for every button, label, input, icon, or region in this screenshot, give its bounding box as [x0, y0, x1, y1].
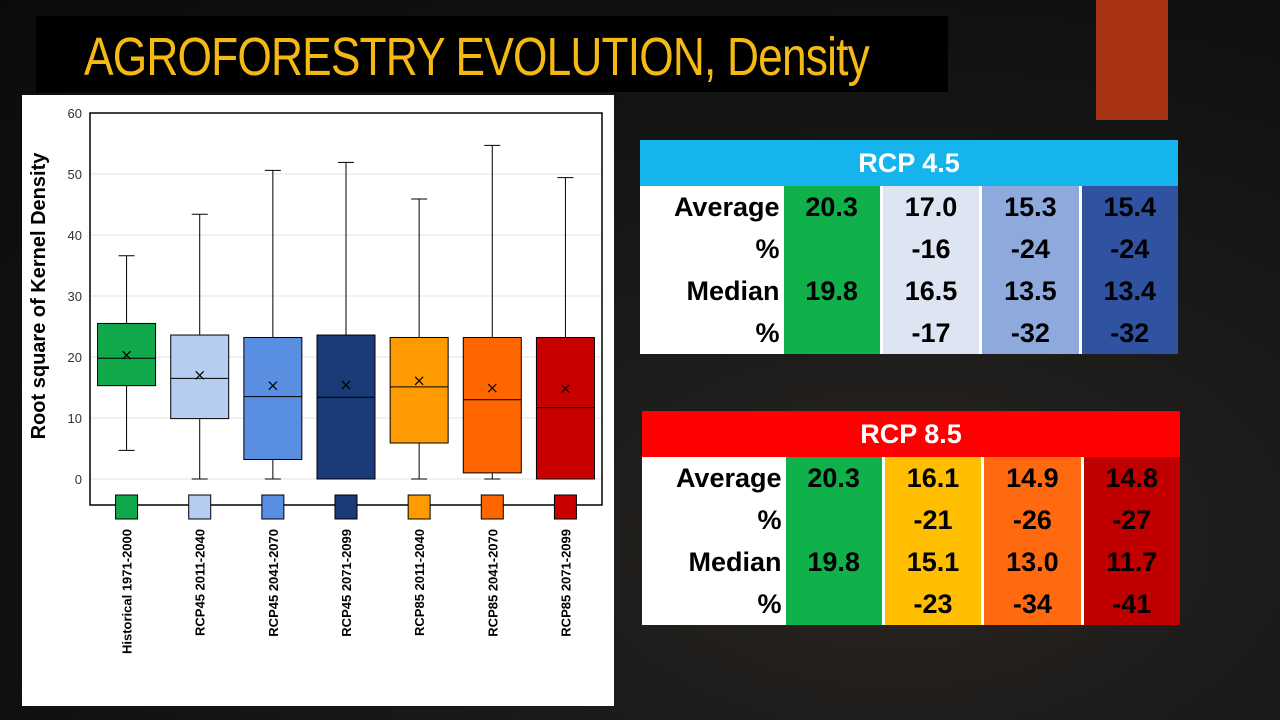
y-tick-label: 50 [68, 167, 82, 182]
row-label: % [757, 505, 782, 535]
x-category-label: Historical 1971-2000 [120, 529, 135, 654]
row-label: % [755, 234, 780, 264]
table-row: Average 20.3 16.1 14.9 14.8 [642, 457, 1180, 499]
rcp45-table: RCP 4.5 Average 20.3 17.0 15.3 15.4% -16 -24 -2… [640, 140, 1178, 354]
mean-marker [341, 380, 351, 390]
table-row: % -17 -32 -32 [640, 312, 1178, 354]
mean-marker [487, 383, 497, 393]
mean-marker [414, 376, 424, 386]
mean-marker [195, 370, 205, 380]
table-cell [785, 499, 884, 541]
table-cell: 14.9 [981, 457, 1083, 499]
table-cell: -34 [981, 583, 1083, 625]
table-row: % -16 -24 -24 [640, 228, 1178, 270]
y-tick-label: 30 [68, 289, 82, 304]
legend-swatch [480, 494, 504, 520]
title-bar [36, 16, 948, 92]
table-cell: -27 [1080, 499, 1180, 541]
x-category-label: RCP85 2071-2099 [558, 529, 573, 637]
slide-title: AGROFORESTRY EVOLUTION, Density [84, 27, 870, 87]
mean-marker [561, 384, 570, 394]
table-cell: -41 [1080, 583, 1180, 625]
table-cell: -24 [979, 228, 1081, 270]
legend-swatch [407, 494, 431, 520]
rcp85-table: RCP 8.5 Average 20.3 16.1 14.9 14.8% -21 -26 -2… [642, 411, 1180, 625]
table-row: % -23 -34 -41 [642, 583, 1180, 625]
row-label: % [755, 318, 780, 348]
rcp45-table-title: RCP 4.5 [640, 140, 1178, 186]
table-row: Median 19.8 15.1 13.0 11.7 [642, 541, 1180, 583]
box [535, 336, 595, 480]
table-cell: 13.5 [979, 270, 1081, 312]
table-cell: 20.3 [785, 457, 884, 499]
table-cell: 20.3 [783, 186, 882, 228]
boxplot-chart: 0 10 20 30 40 50 60 Root square of Kernel Densi… [28, 106, 603, 654]
y-tick-label: 40 [68, 228, 82, 243]
table-cell: 19.8 [783, 270, 882, 312]
row-label: Median [688, 547, 782, 577]
legend-swatch [334, 494, 358, 520]
table-cell: -16 [879, 228, 981, 270]
table-cell: -24 [1078, 228, 1178, 270]
table-cell: 16.1 [881, 457, 983, 499]
mean-marker [122, 350, 131, 360]
table-cell: 11.7 [1080, 541, 1180, 583]
y-tick-label: 60 [68, 106, 82, 121]
table-cell: 14.8 [1080, 457, 1180, 499]
legend-swatch [115, 494, 139, 520]
box [389, 336, 449, 444]
box [316, 334, 376, 480]
box [170, 334, 230, 420]
table-row: Average 20.3 17.0 15.3 15.4 [640, 186, 1178, 228]
mean-marker [268, 381, 278, 391]
table-row: % -21 -26 -27 [642, 499, 1180, 541]
y-axis-label: Root square of Kernel Density [28, 152, 50, 440]
rcp85-table-title: RCP 8.5 [642, 411, 1180, 457]
table-cell: -21 [881, 499, 983, 541]
x-category-label: RCP45 2071-2099 [339, 529, 354, 637]
table-cell: 17.0 [879, 186, 981, 228]
table-cell: -23 [881, 583, 983, 625]
legend-swatch [261, 494, 285, 520]
table-row: Median 19.8 16.5 13.5 13.4 [640, 270, 1178, 312]
table-cell: 13.4 [1078, 270, 1178, 312]
table-cell: 15.3 [979, 186, 1081, 228]
table-cell: 15.4 [1078, 186, 1178, 228]
y-tick-label: 10 [68, 411, 82, 426]
row-label: Median [686, 276, 780, 306]
y-tick-label: 20 [68, 350, 82, 365]
x-category-label: RCP85 2011-2040 [412, 529, 427, 636]
table-cell: 15.1 [881, 541, 983, 583]
table-cell: 19.8 [785, 541, 884, 583]
table-cell: 16.5 [879, 270, 981, 312]
table-cell: -17 [879, 312, 981, 354]
x-category-label: RCP85 2041-2070 [485, 529, 500, 637]
legend-swatch [188, 494, 212, 520]
table-cell: -26 [981, 499, 1083, 541]
box [462, 336, 522, 474]
table-cell [783, 228, 882, 270]
table-cell: -32 [1078, 312, 1178, 354]
row-label: Average [673, 192, 780, 222]
table-cell [785, 583, 884, 625]
row-label: % [757, 589, 782, 619]
x-category-label: RCP45 2041-2070 [266, 529, 281, 637]
row-label: Average [675, 463, 782, 493]
legend-swatch [553, 494, 577, 520]
accent-rectangle [1096, 0, 1168, 120]
table-cell: 13.0 [981, 541, 1083, 583]
table-cell [783, 312, 882, 354]
x-category-label: RCP45 2011-2040 [193, 529, 208, 636]
table-cell: -32 [979, 312, 1081, 354]
y-tick-label: 0 [75, 472, 82, 487]
box [243, 336, 303, 460]
boxplot-panel: 0 10 20 30 40 50 60 Root square of Kernel Densi… [22, 95, 614, 706]
